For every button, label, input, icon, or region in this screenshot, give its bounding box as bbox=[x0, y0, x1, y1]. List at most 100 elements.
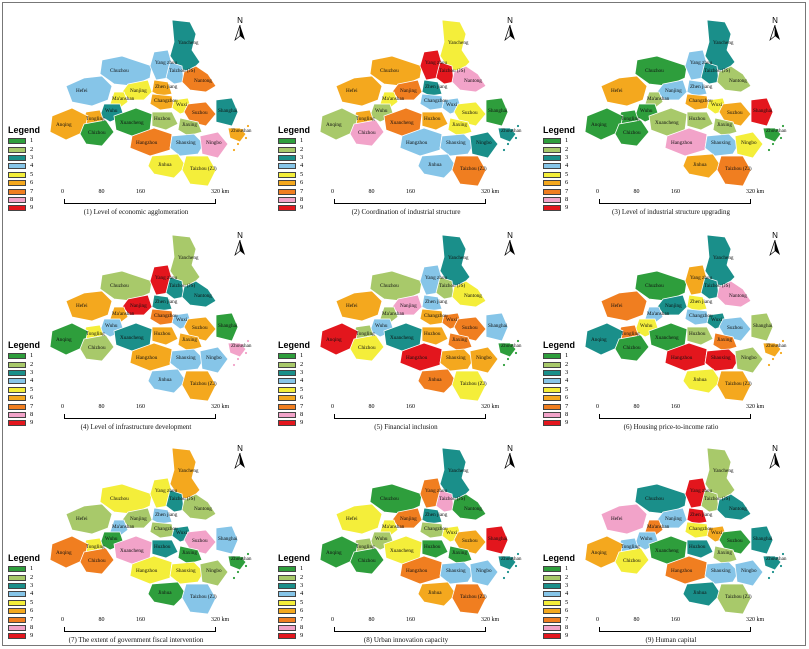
city-label: Hangzhou bbox=[136, 568, 158, 574]
legend-swatch bbox=[543, 378, 561, 385]
city-label: Tongling bbox=[621, 331, 640, 337]
city-region-suzhou bbox=[718, 316, 752, 342]
legend-item: 4 bbox=[8, 590, 48, 598]
scale-tick-label: 160 bbox=[671, 404, 680, 410]
city-label: Suzhou bbox=[192, 110, 208, 116]
panel-caption: (5) Financial inclusion bbox=[374, 423, 438, 431]
island-marker bbox=[240, 128, 244, 132]
island-marker bbox=[771, 570, 775, 574]
city-label: Ma'anshan bbox=[382, 524, 405, 530]
island-marker bbox=[510, 556, 514, 560]
city-label: Nanjing bbox=[130, 516, 147, 522]
legend-swatch bbox=[543, 633, 561, 640]
scale-tick-label: 320 km bbox=[746, 189, 765, 195]
scale-bar: 0 80 160 320 km bbox=[596, 404, 786, 421]
legend-item: 3 bbox=[8, 582, 48, 590]
map-panel-5: Yancheng Chuzhou Yang zhou Taizhou (JS) Nant… bbox=[272, 219, 540, 433]
city-region-taizhou-zj- bbox=[716, 370, 752, 402]
scale-line bbox=[599, 414, 751, 419]
city-label: Chuzhou bbox=[380, 68, 399, 74]
city-label: Shaoxing bbox=[446, 568, 466, 574]
legend-label: 3 bbox=[300, 368, 304, 376]
city-label: Chizhou bbox=[623, 558, 641, 564]
city-label: Ma'anshan bbox=[112, 524, 135, 530]
city-label: Hangzhou bbox=[671, 568, 693, 574]
city-region-suzhou bbox=[183, 316, 217, 342]
legend-label: 9 bbox=[300, 204, 304, 212]
legend-label: 4 bbox=[30, 162, 34, 170]
scale-tick-label: 320 km bbox=[211, 404, 230, 410]
scale-line bbox=[64, 199, 216, 204]
city-label: Xuancheng bbox=[655, 335, 679, 341]
city-label: Suzhou bbox=[727, 110, 743, 116]
city-label: Shanghai bbox=[218, 323, 238, 329]
legend-swatch bbox=[278, 188, 296, 195]
legend-item: 4 bbox=[278, 162, 318, 170]
legend-label: 7 bbox=[565, 187, 569, 195]
legend-label: 4 bbox=[565, 590, 569, 598]
city-region-ningbo bbox=[469, 346, 499, 374]
legend-swatch bbox=[278, 616, 296, 623]
city-label: Wuhu bbox=[640, 536, 653, 542]
legend-item: 8 bbox=[8, 624, 48, 632]
city-region-taizhou-zj- bbox=[716, 155, 752, 187]
city-label: Wuxi bbox=[711, 530, 723, 536]
panel-caption: (9) Human capital bbox=[645, 636, 697, 644]
city-label: Jiaxing bbox=[182, 550, 197, 556]
city-region-taizhou-js- bbox=[165, 489, 185, 513]
legend-item: 2 bbox=[543, 573, 583, 581]
legend-label: 6 bbox=[565, 179, 569, 187]
city-region-chizhou bbox=[79, 119, 115, 147]
legend-swatch bbox=[8, 608, 26, 615]
legend-swatch bbox=[278, 361, 296, 368]
city-region-nantong bbox=[716, 493, 752, 521]
city-label: Changzhou bbox=[689, 313, 713, 319]
legend-label: 8 bbox=[30, 410, 34, 418]
city-region-taizhou-js- bbox=[165, 276, 185, 300]
city-region-shanghai bbox=[485, 97, 509, 127]
city-region-nantong bbox=[451, 493, 487, 521]
scale-tick-label: 160 bbox=[406, 404, 415, 410]
city-region-nantong bbox=[716, 65, 752, 93]
north-label: N bbox=[237, 444, 243, 453]
city-label: Taizhou (JS) bbox=[169, 282, 196, 289]
city-label: Shanghai bbox=[753, 323, 773, 329]
legend-label: 2 bbox=[300, 573, 304, 581]
city-region-jinhua bbox=[682, 368, 722, 394]
legend-item: 6 bbox=[278, 607, 318, 615]
north-label: N bbox=[772, 231, 778, 240]
city-region-huzhou bbox=[686, 326, 714, 346]
city-region-chuzhou bbox=[369, 483, 423, 515]
city-region-taizhou-js- bbox=[700, 489, 720, 513]
city-label: Hefei bbox=[611, 302, 623, 309]
city-label: Jinhua bbox=[428, 590, 442, 596]
legend-label: 2 bbox=[300, 360, 304, 368]
city-label: Nantong bbox=[194, 293, 212, 299]
legend-label: 8 bbox=[565, 410, 569, 418]
legend-item: 1 bbox=[543, 352, 583, 360]
city-region-hefei bbox=[600, 503, 648, 535]
legend-item: 2 bbox=[278, 573, 318, 581]
panel-caption: (3) Level of industrial structure upgrad… bbox=[612, 208, 730, 216]
legend-swatch bbox=[278, 163, 296, 170]
legend-label: 7 bbox=[30, 402, 34, 410]
legend-swatch bbox=[278, 411, 296, 418]
city-region-taizhou-zj- bbox=[716, 583, 752, 615]
legend-swatch bbox=[8, 599, 26, 606]
island-marker bbox=[246, 552, 250, 556]
city-label: Nanjing bbox=[665, 303, 682, 309]
legend-item: 8 bbox=[8, 196, 48, 204]
legend-swatch bbox=[8, 146, 26, 153]
city-label: Zhoushan bbox=[501, 556, 522, 562]
legend-item: 3 bbox=[543, 582, 583, 590]
legend-swatch bbox=[8, 395, 26, 402]
legend-swatch bbox=[543, 403, 561, 410]
city-region-changzhou bbox=[684, 521, 710, 539]
city-label: Huzhou bbox=[689, 116, 706, 122]
city-region-nantong bbox=[451, 280, 487, 308]
legend-item: 2 bbox=[8, 145, 48, 153]
legend-label: 7 bbox=[30, 615, 34, 623]
legend-swatch bbox=[543, 196, 561, 203]
legend-label: 9 bbox=[565, 419, 569, 427]
